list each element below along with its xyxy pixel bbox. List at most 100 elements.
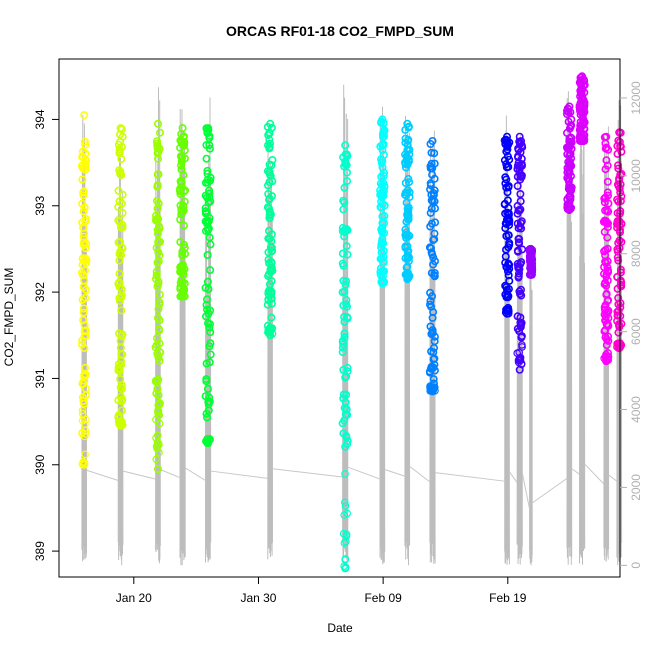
data-point — [426, 208, 435, 217]
data-point — [341, 502, 350, 510]
data-point — [206, 306, 215, 315]
data-point — [152, 271, 161, 280]
data-point — [79, 207, 88, 216]
altitude-connector — [531, 477, 568, 504]
data-point — [265, 139, 274, 148]
data-point — [502, 163, 511, 172]
y2-tick-label: 8000 — [629, 240, 643, 267]
data-point — [565, 102, 574, 111]
data-point — [80, 332, 89, 341]
data-point — [341, 157, 350, 166]
altitude-trace — [504, 115, 510, 566]
data-point — [517, 141, 526, 150]
data-point — [202, 154, 211, 163]
data-point — [267, 287, 276, 296]
altitude-trace — [516, 132, 523, 565]
data-point — [405, 178, 414, 187]
data-point — [426, 288, 435, 297]
data-point — [78, 175, 87, 184]
data-point — [176, 184, 185, 193]
data-point — [343, 363, 352, 372]
data-point — [266, 331, 275, 340]
data-point — [153, 442, 162, 451]
data-point — [178, 247, 187, 256]
data-point — [81, 155, 90, 164]
data-point — [117, 155, 126, 164]
data-point — [403, 119, 412, 128]
data-point — [177, 152, 186, 161]
altitude-trace — [379, 106, 386, 565]
data-point — [155, 251, 164, 260]
data-point — [377, 192, 386, 201]
data-point — [617, 169, 626, 178]
data-point — [404, 270, 413, 279]
data-point — [378, 129, 387, 138]
data-point — [378, 212, 387, 221]
data-point — [599, 269, 608, 278]
data-point — [514, 262, 523, 271]
data-point — [154, 465, 163, 474]
data-point — [340, 232, 349, 241]
data-point — [206, 350, 215, 359]
data-point — [378, 133, 387, 142]
data-point — [117, 199, 126, 208]
data-point — [114, 238, 123, 247]
data-point — [79, 271, 88, 280]
data-point — [153, 384, 162, 393]
data-point — [514, 269, 523, 278]
data-point — [600, 247, 609, 256]
data-point — [340, 198, 349, 207]
data-point — [613, 161, 622, 170]
data-point — [578, 137, 587, 146]
data-point — [338, 249, 347, 258]
data-point — [81, 450, 89, 459]
data-point — [155, 356, 164, 365]
data-point — [616, 280, 625, 289]
data-point — [265, 142, 274, 151]
data-point — [153, 204, 162, 213]
data-point — [80, 137, 89, 146]
plot-frame — [58, 58, 621, 578]
data-point — [502, 285, 511, 294]
data-point — [565, 206, 574, 215]
data-point — [425, 367, 434, 376]
data-point — [115, 283, 124, 292]
data-point — [500, 200, 509, 209]
data-point — [266, 119, 275, 128]
data-point — [377, 238, 386, 247]
data-point — [79, 308, 88, 317]
data-point — [579, 96, 588, 105]
data-point — [500, 156, 509, 165]
data-point — [601, 353, 610, 361]
data-point — [342, 405, 351, 414]
altitude-trace — [81, 115, 87, 562]
altitude-trace — [429, 130, 436, 565]
data-point — [343, 410, 352, 419]
data-point — [576, 126, 585, 135]
data-point — [115, 166, 124, 175]
data-point — [505, 239, 514, 248]
data-point — [114, 396, 123, 405]
flight-points — [500, 132, 514, 318]
data-point — [576, 110, 585, 119]
altitude-trace — [117, 157, 124, 566]
data-point — [180, 240, 189, 249]
data-point — [116, 337, 125, 346]
data-point — [81, 244, 90, 253]
data-point — [340, 511, 349, 519]
flight-points — [176, 124, 190, 301]
data-point — [430, 229, 439, 238]
data-point — [156, 348, 165, 357]
data-point — [378, 141, 387, 150]
data-point — [616, 180, 625, 189]
data-point — [80, 460, 89, 469]
data-point — [601, 217, 610, 226]
data-point — [340, 287, 349, 296]
data-point — [341, 564, 350, 573]
data-point — [179, 171, 188, 180]
data-point — [204, 224, 213, 233]
data-point — [178, 292, 187, 301]
data-point — [604, 145, 613, 154]
data-point — [264, 296, 273, 305]
data-point — [176, 263, 185, 272]
